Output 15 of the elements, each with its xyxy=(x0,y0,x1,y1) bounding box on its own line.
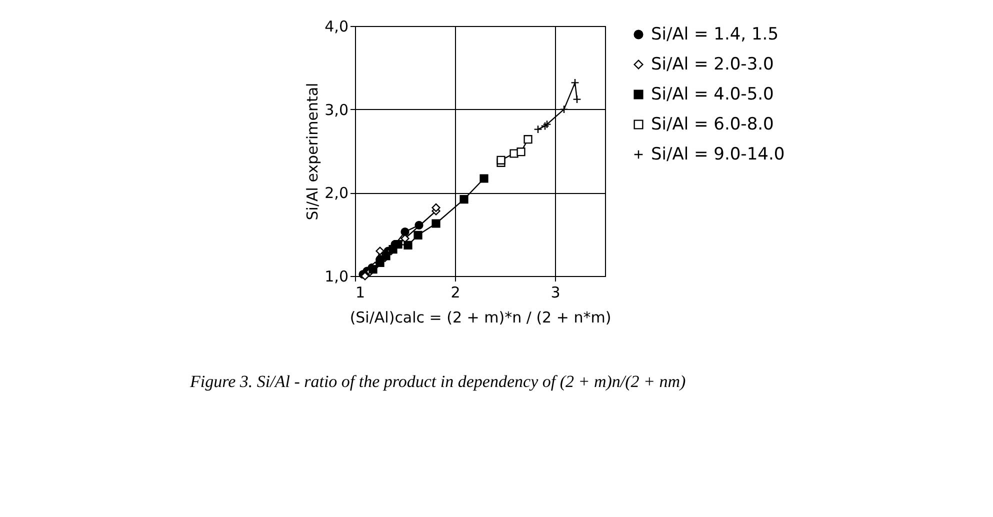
y-tick-label: 3,0 xyxy=(324,100,348,119)
x-tick-label: 2 xyxy=(450,284,460,302)
legend-label: Si/Al = 6.0-8.0 xyxy=(651,114,774,134)
y-tick-label: 1,0 xyxy=(324,268,348,286)
x-axis-title: (Si/Al)calc = (2 + m)*n / (2 + n*m) xyxy=(350,308,612,326)
legend-label: Si/Al = 9.0-14.0 xyxy=(651,144,785,164)
legend-label: Si/Al = 2.0-3.0 xyxy=(651,54,774,74)
x-tick-label: 3 xyxy=(550,284,560,302)
y-tick-label: 2,0 xyxy=(324,184,348,202)
legend-label: Si/Al = 4.0-5.0 xyxy=(651,84,774,104)
y-tick-label: 4,0 xyxy=(324,18,348,36)
legend-label: Si/Al = 1.4, 1.5 xyxy=(651,24,779,44)
y-axis-title: Si/Al experimental xyxy=(304,82,322,220)
x-tick-label: 1 xyxy=(356,284,366,302)
caption: Figure 3. Si/Al - ratio of the product in dependency of (2 + m)n/(2 + nm) xyxy=(190,372,686,392)
